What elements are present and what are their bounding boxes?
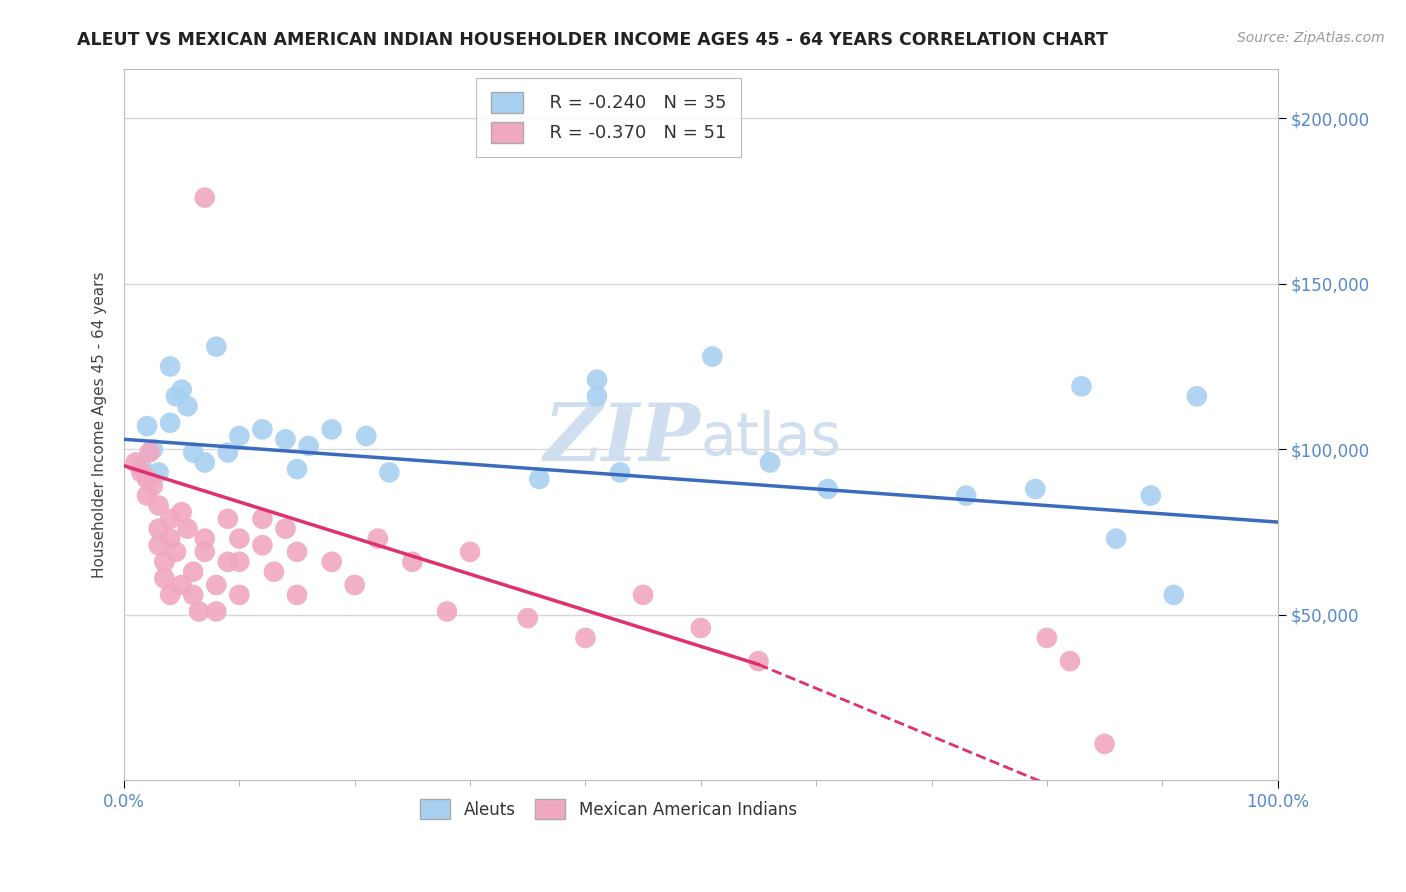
Point bbox=[136, 489, 159, 503]
Point bbox=[759, 455, 782, 469]
Point bbox=[205, 604, 228, 618]
Point bbox=[136, 419, 159, 434]
Point bbox=[217, 555, 239, 569]
Text: ZIP: ZIP bbox=[544, 400, 700, 477]
Point bbox=[159, 512, 181, 526]
Point bbox=[1139, 489, 1161, 503]
Point bbox=[367, 532, 389, 546]
Y-axis label: Householder Income Ages 45 - 64 years: Householder Income Ages 45 - 64 years bbox=[93, 271, 107, 578]
Point bbox=[321, 555, 343, 569]
Point bbox=[586, 389, 609, 403]
Point bbox=[148, 499, 170, 513]
Text: atlas: atlas bbox=[700, 410, 842, 467]
Point bbox=[228, 588, 250, 602]
Point bbox=[165, 389, 187, 403]
Point bbox=[1185, 389, 1208, 403]
Point bbox=[285, 545, 308, 559]
Point bbox=[194, 545, 217, 559]
Point bbox=[817, 482, 839, 496]
Point bbox=[955, 489, 977, 503]
Point bbox=[159, 532, 181, 546]
Point bbox=[747, 654, 769, 668]
Point bbox=[159, 416, 181, 430]
Point bbox=[1105, 532, 1128, 546]
Point bbox=[285, 462, 308, 476]
Point bbox=[274, 522, 297, 536]
Point bbox=[1163, 588, 1185, 602]
Point bbox=[586, 373, 609, 387]
Point bbox=[129, 458, 152, 473]
Point bbox=[153, 571, 176, 585]
Point bbox=[176, 522, 198, 536]
Point bbox=[378, 466, 401, 480]
Point bbox=[252, 422, 274, 436]
Point bbox=[1059, 654, 1081, 668]
Legend: Aleuts, Mexican American Indians: Aleuts, Mexican American Indians bbox=[413, 793, 804, 825]
Point bbox=[165, 545, 187, 559]
Point bbox=[689, 621, 711, 635]
Point bbox=[631, 588, 654, 602]
Point bbox=[436, 604, 458, 618]
Point bbox=[205, 578, 228, 592]
Text: ALEUT VS MEXICAN AMERICAN INDIAN HOUSEHOLDER INCOME AGES 45 - 64 YEARS CORRELATI: ALEUT VS MEXICAN AMERICAN INDIAN HOUSEHO… bbox=[77, 31, 1108, 49]
Text: Source: ZipAtlas.com: Source: ZipAtlas.com bbox=[1237, 31, 1385, 45]
Point bbox=[1094, 737, 1116, 751]
Point bbox=[170, 383, 193, 397]
Point bbox=[228, 555, 250, 569]
Point bbox=[252, 538, 274, 552]
Point bbox=[529, 472, 551, 486]
Point bbox=[1036, 631, 1059, 645]
Point bbox=[274, 432, 297, 446]
Point bbox=[217, 512, 239, 526]
Point bbox=[252, 512, 274, 526]
Point bbox=[343, 578, 366, 592]
Point bbox=[142, 442, 165, 457]
Point bbox=[321, 422, 343, 436]
Point bbox=[181, 445, 204, 459]
Point bbox=[129, 466, 152, 480]
Point bbox=[263, 565, 285, 579]
Point bbox=[188, 604, 211, 618]
Point bbox=[124, 455, 146, 469]
Point bbox=[136, 472, 159, 486]
Point bbox=[458, 545, 481, 559]
Point bbox=[170, 578, 193, 592]
Point bbox=[194, 532, 217, 546]
Point bbox=[170, 505, 193, 519]
Point bbox=[609, 466, 631, 480]
Point bbox=[142, 478, 165, 492]
Point bbox=[148, 538, 170, 552]
Point bbox=[153, 555, 176, 569]
Point bbox=[159, 359, 181, 374]
Point bbox=[148, 466, 170, 480]
Point bbox=[181, 588, 204, 602]
Point bbox=[516, 611, 538, 625]
Point bbox=[354, 429, 377, 443]
Point bbox=[159, 588, 181, 602]
Point bbox=[285, 588, 308, 602]
Point bbox=[148, 522, 170, 536]
Point bbox=[217, 445, 239, 459]
Point bbox=[1024, 482, 1046, 496]
Point bbox=[297, 439, 319, 453]
Point bbox=[401, 555, 423, 569]
Point bbox=[228, 532, 250, 546]
Point bbox=[702, 350, 724, 364]
Point bbox=[138, 445, 160, 459]
Point bbox=[574, 631, 596, 645]
Point bbox=[181, 565, 204, 579]
Point bbox=[228, 429, 250, 443]
Point bbox=[194, 455, 217, 469]
Point bbox=[1070, 379, 1092, 393]
Point bbox=[176, 399, 198, 413]
Point bbox=[205, 340, 228, 354]
Point bbox=[194, 191, 217, 205]
